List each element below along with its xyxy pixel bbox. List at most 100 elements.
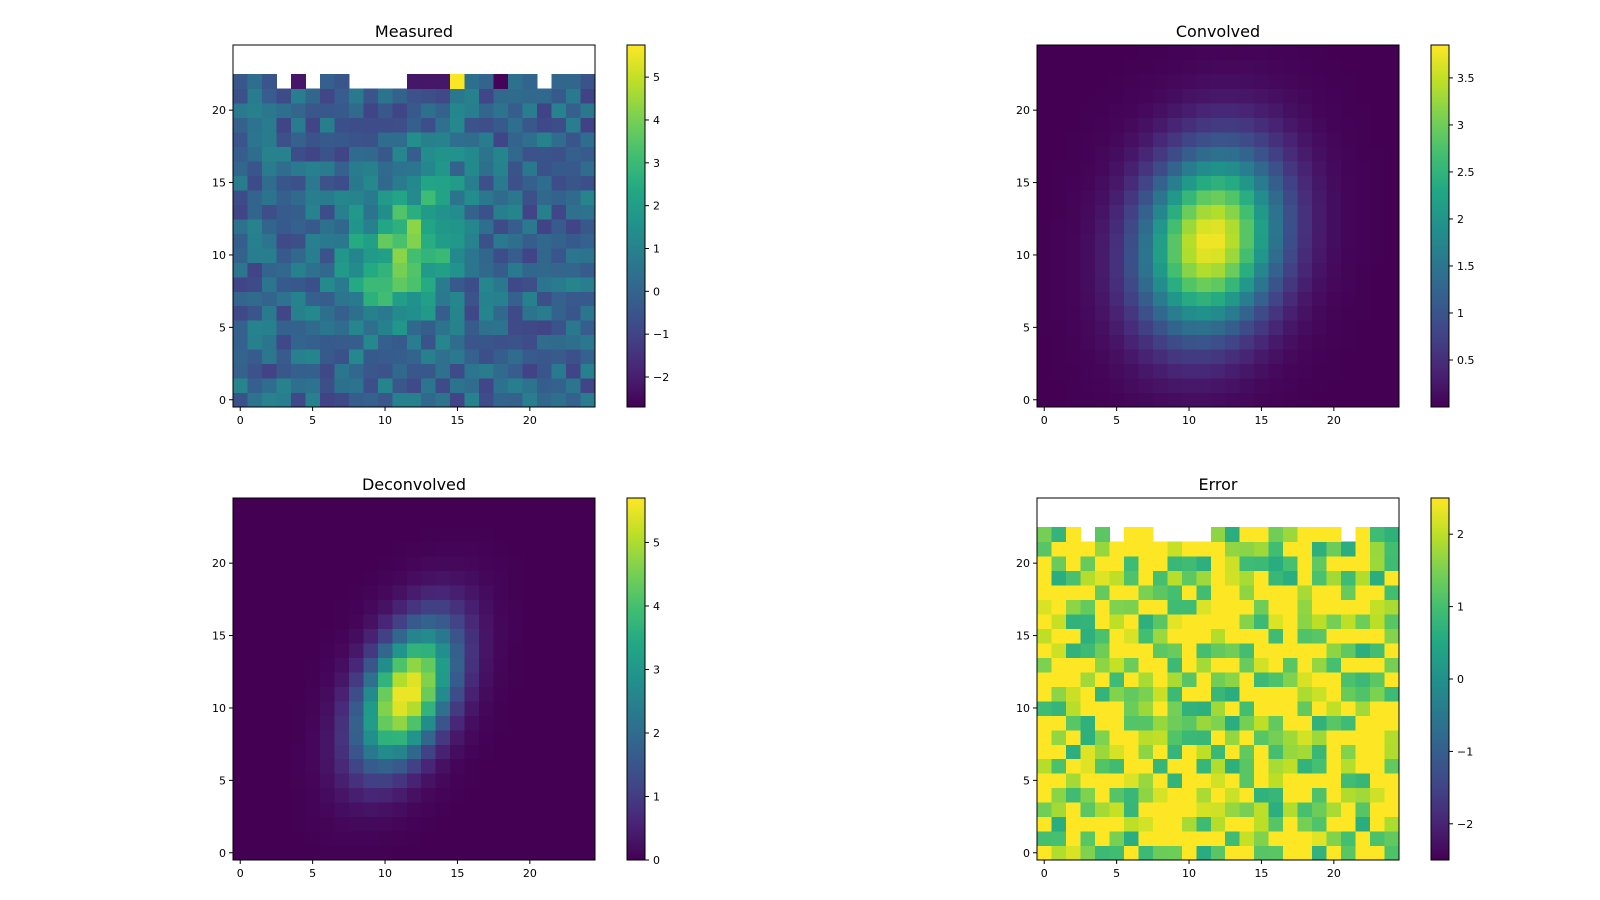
heatmap-cell [305, 131, 321, 147]
heatmap-cell [580, 498, 596, 514]
heatmap-cell [290, 802, 306, 818]
heatmap-cell [1268, 45, 1284, 61]
heatmap-cell [479, 845, 495, 861]
heatmap-cell [493, 700, 509, 716]
heatmap-cell [1312, 700, 1328, 716]
heatmap-cell [261, 512, 278, 528]
heatmap-cell [1326, 671, 1342, 687]
heatmap-cell [406, 392, 422, 408]
heatmap-cell [1355, 700, 1371, 716]
heatmap-cell [1341, 628, 1357, 644]
heatmap-cell [377, 599, 393, 615]
heatmap-cell [1370, 541, 1386, 557]
heatmap-cell [580, 526, 596, 543]
heatmap-cell [1355, 146, 1371, 162]
heatmap-cell [1370, 59, 1386, 75]
heatmap-cell [1283, 247, 1299, 263]
heatmap-cell [233, 73, 249, 90]
heatmap-cell [1297, 73, 1313, 90]
heatmap-cell [233, 160, 249, 176]
heatmap-cell [1181, 349, 1197, 365]
heatmap-cell [435, 291, 451, 307]
heatmap-cell [319, 570, 335, 586]
heatmap-cell [435, 320, 451, 336]
heatmap-cell [392, 378, 408, 394]
heatmap-cell [1094, 541, 1110, 557]
heatmap-cell [1167, 599, 1183, 615]
heatmap-cell [1370, 88, 1386, 104]
heatmap-cell [1384, 802, 1400, 818]
heatmap-cell [1283, 628, 1299, 644]
heatmap-cell [464, 218, 480, 234]
y-tick-label: 15 [212, 177, 226, 190]
heatmap-cell [1080, 787, 1096, 803]
heatmap-cell [1225, 334, 1241, 350]
heatmap-cell [261, 555, 278, 571]
heatmap-cell [450, 218, 466, 234]
heatmap-cell [1152, 218, 1168, 234]
heatmap-cell [435, 334, 451, 350]
heatmap-cell [406, 175, 422, 191]
heatmap-cell [1341, 392, 1357, 408]
heatmap-cell [1355, 73, 1371, 90]
heatmap-cell [1167, 363, 1183, 379]
heatmap-cell [537, 700, 553, 716]
heatmap-cell [1152, 305, 1168, 321]
heatmap-cell [276, 584, 292, 600]
heatmap-cell [1210, 131, 1226, 147]
heatmap-cell [348, 816, 364, 832]
heatmap-cell [1384, 218, 1400, 234]
heatmap-cell [537, 233, 553, 249]
heatmap-cell [377, 787, 393, 803]
colorbar-tick-label: 2.5 [1457, 166, 1475, 179]
heatmap-cell [464, 744, 480, 760]
heatmap-cell [1037, 555, 1053, 571]
heatmap-cell [464, 541, 480, 557]
heatmap-cell [464, 276, 480, 292]
heatmap-cell [1355, 816, 1371, 832]
heatmap-cell [305, 378, 321, 394]
heatmap-cell [1138, 160, 1154, 176]
heatmap-cell [334, 218, 350, 234]
x-tick-label: 15 [1254, 414, 1268, 427]
heatmap-cell [1037, 831, 1053, 847]
heatmap-cell [551, 715, 567, 731]
heatmap-cell [1210, 59, 1226, 75]
heatmap-cell [421, 189, 437, 205]
heatmap-cell [363, 700, 379, 716]
heatmap-cell [247, 305, 263, 321]
heatmap-cell [479, 73, 495, 90]
heatmap-cell [1225, 642, 1241, 658]
heatmap-cell [1094, 247, 1110, 263]
heatmap-cell [1109, 599, 1125, 615]
heatmap-cell [580, 715, 596, 731]
heatmap-cell [551, 758, 567, 774]
heatmap-cell [493, 88, 509, 104]
heatmap-cell [261, 599, 278, 615]
heatmap-cell [1254, 599, 1270, 615]
heatmap-cell [1225, 45, 1241, 61]
heatmap-cell [1109, 570, 1125, 586]
heatmap-cell [1254, 642, 1270, 658]
heatmap-cell [1181, 175, 1197, 191]
heatmap-cell [261, 686, 278, 702]
heatmap-cell [464, 555, 480, 571]
heatmap-cell [1326, 117, 1342, 133]
heatmap-cell [1080, 160, 1096, 176]
heatmap-cell [464, 146, 480, 162]
heatmap-cell [1370, 189, 1386, 205]
heatmap-cell [566, 715, 582, 731]
heatmap-cell [435, 816, 451, 832]
heatmap-cell [493, 613, 509, 629]
heatmap-cell [1283, 715, 1299, 731]
heatmap-cell [1341, 262, 1357, 278]
heatmap-cell [276, 729, 292, 745]
heatmap-cell [580, 262, 596, 278]
heatmap-cell [580, 247, 596, 263]
heatmap-cell [1239, 189, 1255, 205]
heatmap-cell [1355, 845, 1371, 861]
heatmap-cell [537, 175, 553, 191]
heatmap-cell [1123, 175, 1139, 191]
heatmap-cell [348, 88, 364, 104]
heatmap-cell [305, 584, 321, 600]
